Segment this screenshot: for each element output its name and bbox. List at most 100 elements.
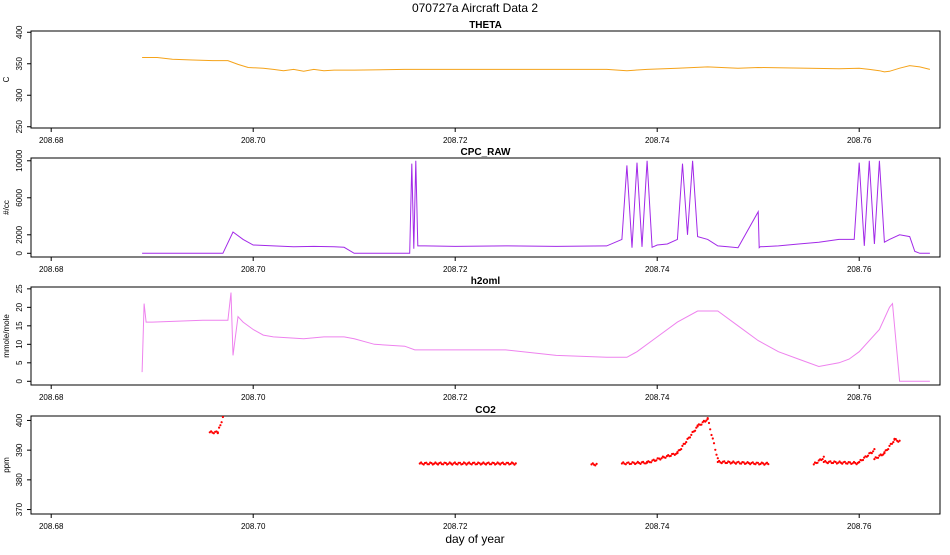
x-tick-label-h2oml: 208.74 <box>645 393 670 402</box>
panel-cpc-raw: CPC_RAW #/cc 0 2000 6000 10000 208.68 208.70 208… <box>2 147 941 274</box>
data-point-co2 <box>866 454 870 457</box>
data-point-co2 <box>688 436 692 439</box>
data-point-co2 <box>650 461 653 464</box>
data-point-co2 <box>461 462 464 466</box>
data-point-co2 <box>216 431 219 434</box>
y-tick-label-co2: 400 <box>15 413 24 427</box>
data-point-co2 <box>709 428 712 431</box>
x-axis-label: day of year <box>445 532 504 546</box>
y-axis-label-h2oml: mmole/mole <box>2 314 11 358</box>
x-tick-label-theta: 208.68 <box>39 136 64 145</box>
data-point-co2 <box>890 442 894 445</box>
data-point-co2 <box>453 461 456 464</box>
data-point-co2 <box>870 452 873 455</box>
data-point-co2 <box>718 459 721 463</box>
x-tick-label-theta: 208.72 <box>443 136 468 145</box>
data-point-co2 <box>861 458 865 462</box>
data-point-co2 <box>710 433 713 437</box>
x-tick-label-h2oml: 208.68 <box>39 393 64 402</box>
data-point-co2 <box>707 421 711 425</box>
y-tick-label-co2: 380 <box>15 473 24 487</box>
data-point-co2 <box>767 463 770 466</box>
data-point-co2 <box>506 461 510 464</box>
data-point-co2 <box>456 463 459 466</box>
data-point-co2 <box>725 461 729 465</box>
data-point-co2 <box>877 456 880 459</box>
data-point-co2 <box>734 462 738 465</box>
data-point-co2 <box>514 462 517 465</box>
data-point-co2 <box>834 460 837 464</box>
data-point-co2 <box>716 457 719 460</box>
y-tick-label-h2oml: 20 <box>15 302 24 311</box>
data-point-co2 <box>711 437 714 440</box>
data-point-co2 <box>475 463 478 466</box>
y-tick-label-theta: 400 <box>15 25 24 39</box>
data-point-co2 <box>504 463 507 466</box>
data-point-co2 <box>706 417 709 421</box>
data-point-co2 <box>492 461 495 465</box>
data-point-co2 <box>676 452 679 455</box>
data-point-co2 <box>873 448 876 451</box>
data-point-co2 <box>700 423 703 426</box>
plot-frame-h2oml <box>30 286 941 386</box>
data-point-co2 <box>664 456 667 459</box>
data-point-co2 <box>470 463 473 466</box>
data-point-co2 <box>595 462 598 465</box>
data-point-co2 <box>821 458 824 461</box>
y-tick-label-h2oml: 5 <box>15 360 24 365</box>
data-point-co2 <box>444 461 447 465</box>
data-point-co2 <box>639 462 642 465</box>
x-tick-label-cpc-raw: 208.72 <box>443 265 468 274</box>
data-point-co2 <box>829 460 832 463</box>
y-tick-label-theta: 350 <box>15 57 24 71</box>
data-point-co2 <box>685 441 688 444</box>
data-point-co2 <box>694 429 697 432</box>
data-point-co2 <box>430 462 433 465</box>
data-point-co2 <box>680 448 683 451</box>
x-tick-label-co2: 208.72 <box>443 522 468 531</box>
figure-title: 070727a Aircraft Data 2 <box>412 1 538 15</box>
data-point-co2 <box>439 461 442 464</box>
data-point-co2 <box>824 459 827 463</box>
data-point-co2 <box>848 461 852 464</box>
panel-title-theta: THETA <box>469 20 502 31</box>
data-point-co2 <box>220 421 223 424</box>
x-tick-label-cpc-raw: 208.74 <box>645 265 670 274</box>
panel-title-h2oml: h2oml <box>471 276 501 287</box>
data-point-co2 <box>831 461 835 465</box>
x-tick-label-cpc-raw: 208.76 <box>847 265 872 274</box>
data-point-co2 <box>714 448 717 451</box>
data-point-co2 <box>436 463 440 466</box>
y-axis-label-theta: C <box>2 76 11 82</box>
data-point-co2 <box>501 461 504 464</box>
y-tick-label-h2oml: 0 <box>15 379 24 384</box>
data-point-co2 <box>737 460 740 463</box>
data-point-co2 <box>742 461 745 464</box>
data-point-co2 <box>210 430 213 433</box>
data-point-co2 <box>754 463 757 466</box>
series-line-theta <box>142 57 931 73</box>
data-point-co2 <box>422 463 425 466</box>
data-point-co2 <box>826 462 829 465</box>
data-point-co2 <box>892 441 895 444</box>
data-point-co2 <box>484 463 488 466</box>
panel-title-cpc-raw: CPC_RAW <box>460 147 511 158</box>
data-point-co2 <box>458 461 462 464</box>
data-point-co2 <box>219 424 222 427</box>
data-point-co2 <box>740 462 743 465</box>
data-point-co2 <box>442 463 445 466</box>
y-tick-label-theta: 250 <box>15 120 24 134</box>
y-tick-label-cpc-raw: 10000 <box>15 149 24 172</box>
y-tick-label-cpc-raw: 0 <box>15 251 24 256</box>
data-point-co2 <box>872 450 875 453</box>
data-point-co2 <box>212 432 215 435</box>
data-point-co2 <box>841 462 844 465</box>
y-tick-label-cpc-raw: 2000 <box>15 225 24 243</box>
data-point-co2 <box>221 415 224 419</box>
data-point-co2 <box>425 461 428 464</box>
data-point-co2 <box>660 457 663 460</box>
data-point-co2 <box>509 462 512 465</box>
data-point-co2 <box>490 463 493 466</box>
